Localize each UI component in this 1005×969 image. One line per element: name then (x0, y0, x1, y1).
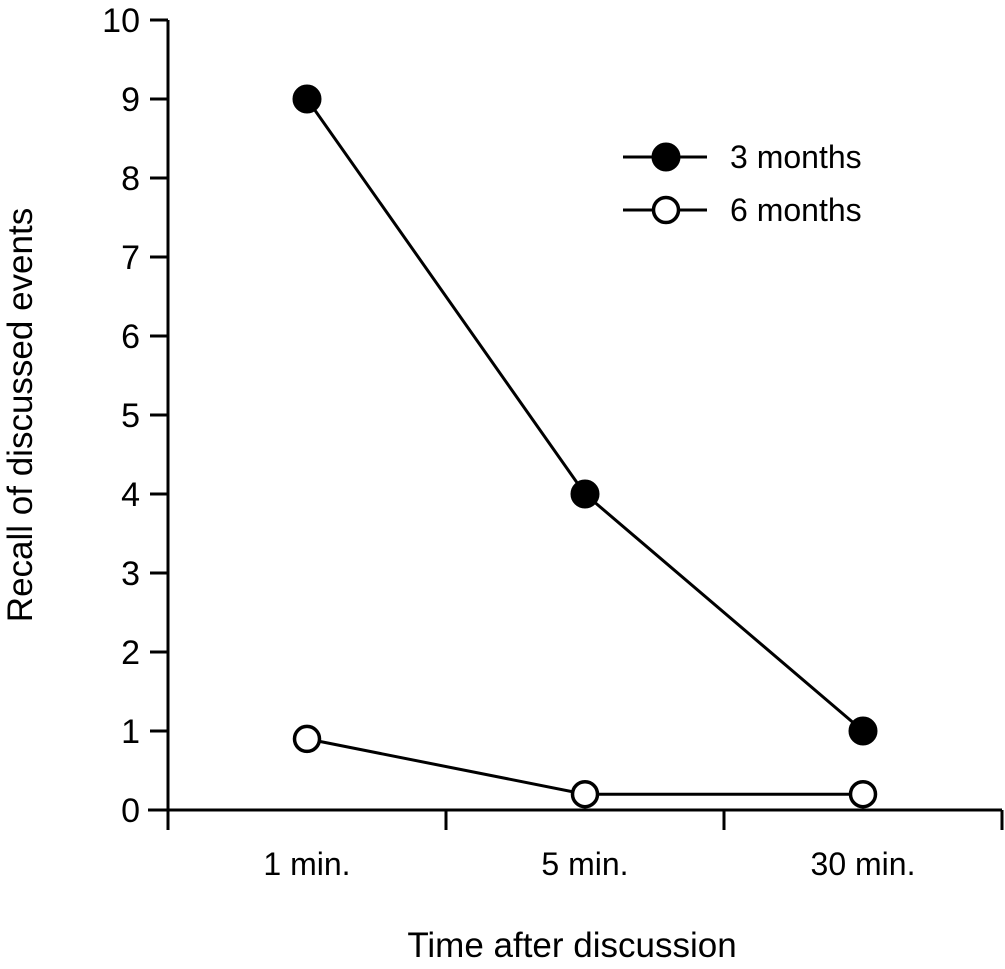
legend-label: 3 months (730, 139, 862, 175)
legend-item: 3 months (623, 139, 862, 175)
series-group (292, 84, 878, 809)
x-axis-title: Time after discussion (407, 926, 736, 965)
y-tick-label: 7 (121, 239, 140, 277)
data-point (570, 479, 600, 509)
x-tick-label: 5 min. (541, 846, 628, 882)
legend-item: 6 months (623, 192, 862, 228)
y-tick-label: 5 (121, 397, 140, 435)
x-tick-label: 1 min. (263, 846, 350, 882)
data-point (848, 779, 878, 809)
legend-marker (651, 142, 681, 172)
y-tick-label: 10 (102, 2, 140, 40)
y-tick-label: 9 (121, 81, 140, 119)
y-tick-label: 0 (121, 792, 140, 830)
legend-label: 6 months (730, 192, 862, 228)
data-point (292, 724, 322, 754)
x-ticks: 1 min. 5 min. 30 min. (166, 810, 1004, 882)
data-point (848, 716, 878, 746)
data-point (292, 84, 322, 114)
y-tick-label: 2 (121, 634, 140, 672)
series-3-months (292, 84, 878, 746)
y-tick-label: 8 (121, 160, 140, 198)
legend-marker (651, 195, 681, 225)
y-tick-label: 6 (121, 318, 140, 356)
y-tick-label: 4 (121, 476, 140, 514)
x-tick-label: 30 min. (811, 846, 916, 882)
series-6-months (292, 724, 878, 809)
y-tick-label: 3 (121, 555, 140, 593)
axes (148, 20, 1002, 812)
data-point (570, 779, 600, 809)
y-ticks: 0 1 2 3 4 5 6 7 8 9 10 (102, 2, 168, 830)
y-axis-title: Recall of discussed events (1, 208, 40, 622)
legend: 3 months 6 months (623, 139, 862, 228)
y-tick-label: 1 (121, 713, 140, 751)
